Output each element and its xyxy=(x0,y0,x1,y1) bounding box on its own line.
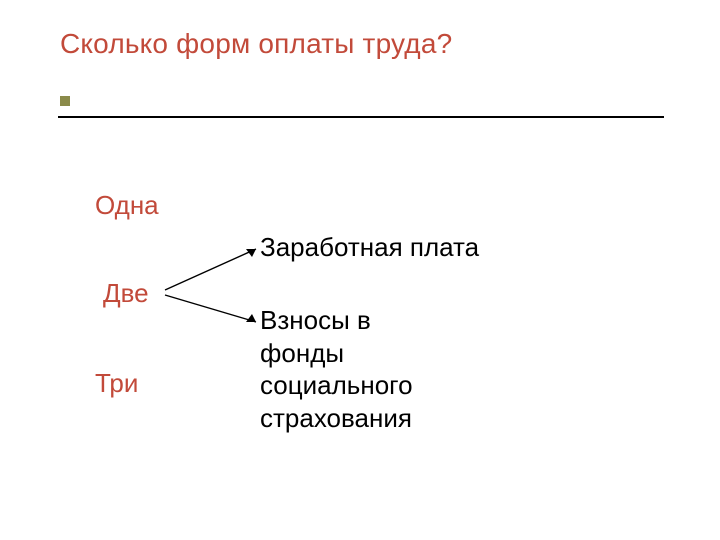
option-3: Три xyxy=(95,368,138,399)
branch-arrows-icon xyxy=(160,245,270,335)
arrow-line-1 xyxy=(165,249,256,290)
arrow-line-2 xyxy=(165,295,256,322)
explanation-1: Заработная плата xyxy=(260,231,560,264)
option-1: Одна xyxy=(95,190,159,221)
option-2: Две xyxy=(103,278,149,309)
slide: Сколько форм оплаты труда? Одна Две Три … xyxy=(0,0,720,540)
title-bullet xyxy=(60,96,70,106)
arrow-head-2 xyxy=(246,314,256,322)
explanation-2: Взносы в фонды социального страхования xyxy=(260,304,460,434)
title-underline xyxy=(58,116,664,118)
slide-title: Сколько форм оплаты труда? xyxy=(60,28,452,60)
